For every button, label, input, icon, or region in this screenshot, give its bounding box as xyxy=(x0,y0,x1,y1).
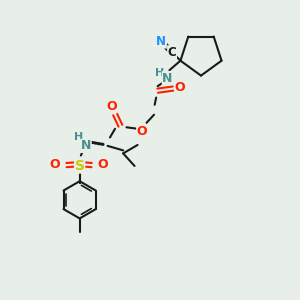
Text: N: N xyxy=(162,72,173,85)
Text: H: H xyxy=(155,68,164,78)
Text: N: N xyxy=(156,35,166,48)
Text: N: N xyxy=(81,140,91,152)
Text: H: H xyxy=(74,133,83,142)
Text: O: O xyxy=(175,82,185,94)
Text: O: O xyxy=(137,125,147,138)
Text: O: O xyxy=(98,158,108,171)
Text: O: O xyxy=(106,100,117,113)
Text: C: C xyxy=(168,46,176,59)
Text: O: O xyxy=(50,158,60,171)
Text: S: S xyxy=(75,159,85,173)
